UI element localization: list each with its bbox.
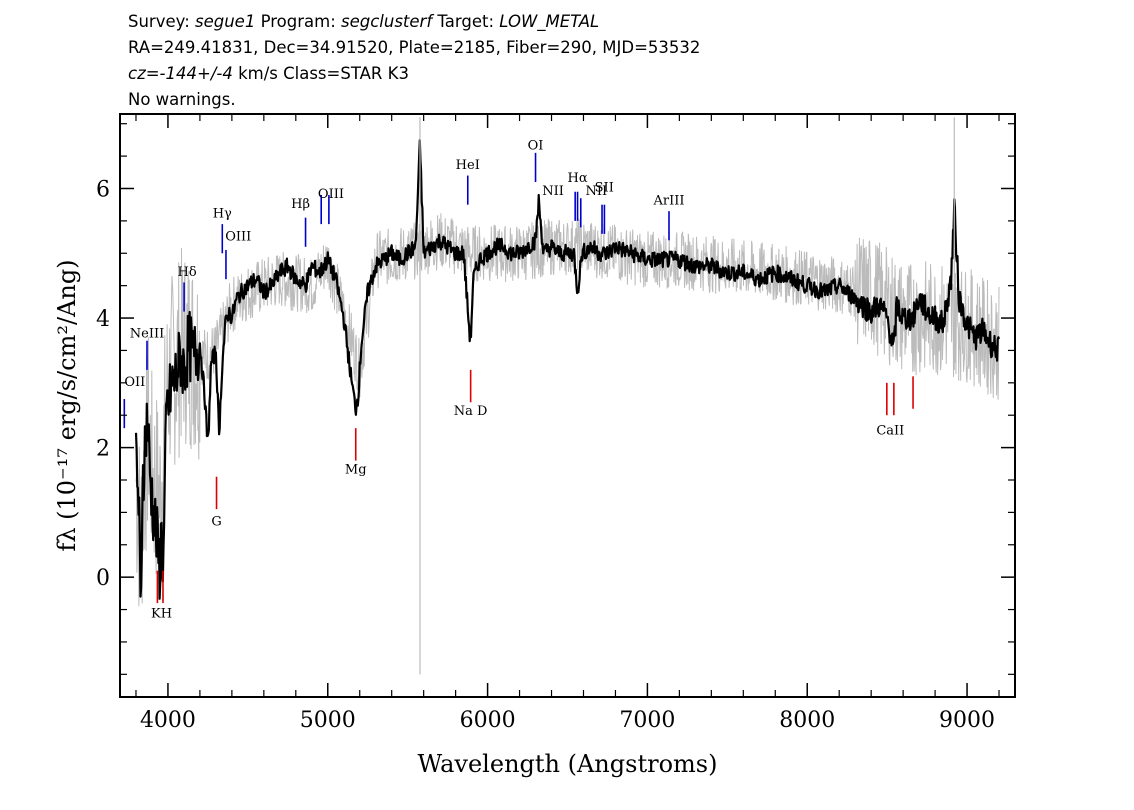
y-tick-label: 4 [96, 307, 110, 332]
emission-line-label: NeIII [130, 326, 164, 341]
x-tick-label: 5000 [300, 708, 356, 733]
emission-line-label: SII [595, 181, 614, 196]
emission-line-label: NII [585, 184, 607, 199]
y-tick-label: 0 [96, 566, 110, 591]
program-value: segclusterf [341, 12, 433, 31]
absorption-line-label: Mg [345, 463, 367, 478]
header-line-3: cz=-144+/-4 km/s Class=STAR K3 [128, 64, 409, 83]
plot-content: OIINeIIIHδHγOIIIHβOIIIHeIOINIIHαNIISIIAr… [123, 117, 1001, 675]
emission-line-label: HeI [456, 158, 480, 173]
flux-line [134, 139, 1001, 600]
survey-value: segue1 [195, 12, 256, 31]
emission-line-label: Hβ [291, 197, 310, 212]
x-tick-label: 9000 [939, 708, 995, 733]
emission-line-label: NII [542, 184, 564, 199]
emission-line-label: OII [124, 375, 145, 390]
header-line-2: RA=249.41831, Dec=34.91520, Plate=2185, … [128, 38, 701, 57]
plot-frame [119, 113, 1016, 698]
x-tick-label: 8000 [779, 708, 835, 733]
absorption-line-label: Na D [454, 404, 488, 419]
emission-line-label: ArIII [652, 194, 684, 209]
x-axis-label: Wavelength (Angstroms) [418, 750, 718, 778]
header-line-1: Survey: segue1 Program: segclusterf Targ… [128, 12, 600, 31]
absorption-line-label: KH [151, 606, 172, 621]
y-axis-label: fλ (10⁻¹⁷ erg/s/cm²/Ang) [53, 259, 81, 551]
absorption-line-label: CaII [876, 424, 904, 439]
emission-line-label: Hα [568, 171, 588, 186]
y-tick-label: 6 [96, 177, 110, 202]
axes: 4000 5000 6000 7000 8000 9000 0 2 4 6 [96, 114, 1015, 733]
emission-line-label: Hδ [178, 265, 197, 280]
x-tick-label: 4000 [140, 708, 196, 733]
x-tick-label: 6000 [460, 708, 516, 733]
emission-line-label: OI [528, 139, 544, 154]
emission-line-label: OIII [318, 187, 344, 202]
absorption-line-label: G [211, 514, 221, 529]
target-value: LOW_METAL [499, 12, 600, 31]
error-band-line [135, 213, 1000, 607]
emission-line-label: OIII [225, 229, 251, 244]
x-tick-label: 7000 [619, 708, 675, 733]
emission-line-label: Hγ [213, 207, 232, 222]
redshift-value: cz=-144+/-4 [128, 64, 233, 83]
header-line-4: No warnings. [128, 90, 236, 109]
y-tick-label: 2 [96, 437, 110, 462]
